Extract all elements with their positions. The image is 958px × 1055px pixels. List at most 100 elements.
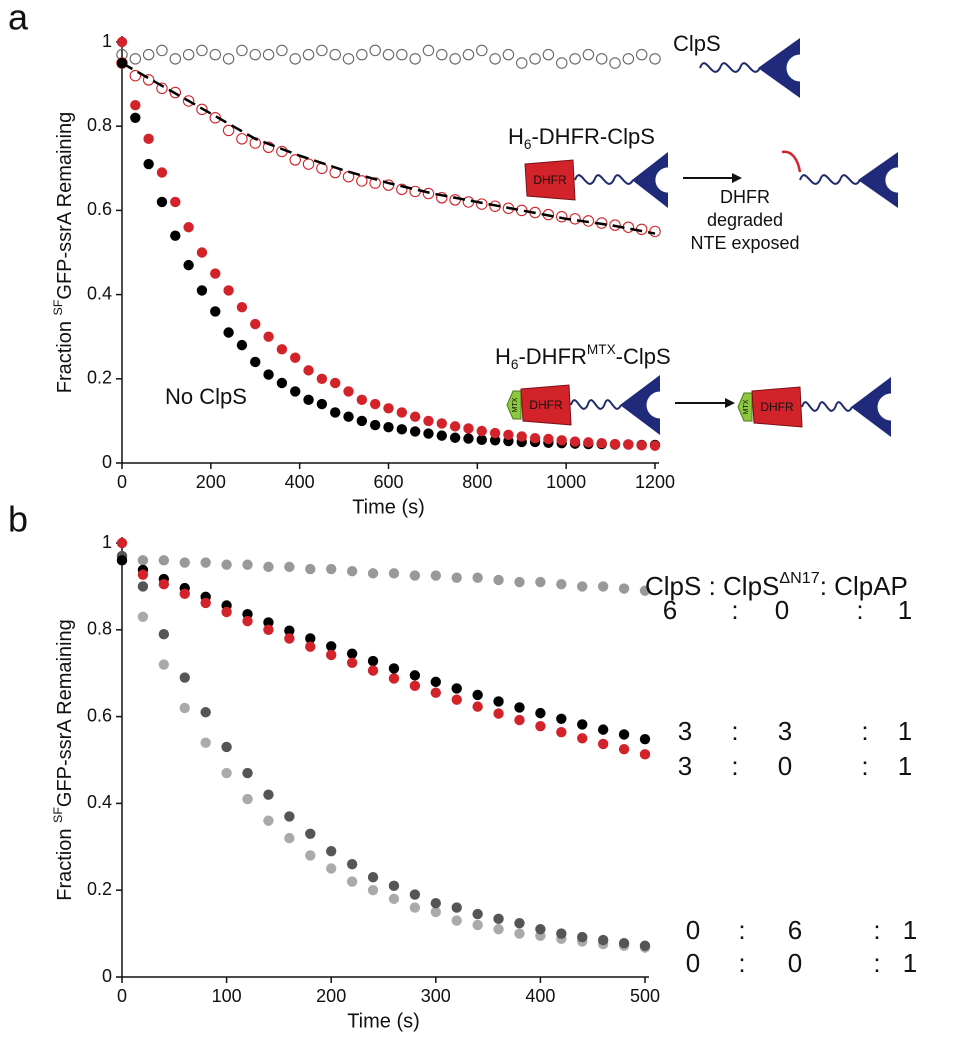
data-point — [316, 373, 328, 384]
dhfr-label: DHFR — [533, 173, 567, 187]
y-tick-label: 0.8 — [87, 115, 112, 135]
data-point — [451, 572, 462, 583]
data-point — [618, 743, 630, 755]
data-point — [263, 617, 274, 628]
data-point — [179, 672, 190, 683]
x-axis-title: Time (s) — [347, 1010, 420, 1032]
data-point — [289, 154, 301, 166]
data-point — [649, 440, 661, 451]
data-point — [242, 793, 253, 805]
x-tick-label: 500 — [630, 986, 660, 1006]
data-point — [369, 419, 381, 431]
data-point — [143, 158, 154, 170]
data-point — [346, 876, 358, 887]
data-point — [343, 386, 354, 397]
data-point — [422, 187, 435, 200]
data-point — [290, 352, 301, 363]
data-point — [502, 48, 515, 61]
data-point — [326, 863, 337, 874]
data-point — [409, 670, 421, 681]
x-tick-label: 200 — [316, 986, 346, 1006]
data-point — [346, 648, 358, 659]
data-point — [618, 729, 630, 740]
series-label: H6-DHFR-ClpS — [508, 124, 655, 152]
text-part: No ClpS — [165, 384, 247, 409]
data-point — [263, 815, 274, 826]
text-part: SF — [51, 807, 65, 823]
x-tick-label: 1000 — [546, 472, 586, 492]
data-point — [303, 394, 314, 406]
data-point — [449, 53, 461, 65]
data-point — [156, 44, 168, 57]
data-point — [316, 162, 328, 175]
ratio-separator: : — [731, 751, 738, 781]
text-part: H — [495, 344, 511, 369]
data-point — [472, 908, 483, 920]
data-point — [129, 69, 142, 82]
data-point — [209, 48, 222, 61]
data-point — [210, 306, 221, 317]
data-point — [383, 422, 394, 433]
ratio-value: 0 — [686, 915, 700, 945]
data-point — [343, 411, 354, 422]
data-point — [618, 937, 630, 949]
data-point — [582, 48, 595, 61]
clps-domain — [620, 375, 660, 435]
clps-notch — [786, 54, 814, 82]
clps-domain — [758, 38, 800, 98]
data-point — [222, 124, 235, 137]
data-point — [639, 940, 651, 951]
data-point — [263, 789, 274, 800]
ratio-value: 0 — [788, 948, 802, 978]
data-point — [130, 99, 141, 111]
y-tick-label: 0.2 — [87, 879, 112, 899]
y-tick-label: 1 — [102, 31, 112, 51]
mtx-hexagon — [737, 392, 753, 422]
data-point — [636, 440, 647, 451]
y-tick-label: 0.2 — [87, 368, 112, 388]
data-point — [535, 707, 546, 719]
data-point — [436, 430, 447, 441]
data-point — [396, 424, 408, 435]
mtx-label: MTX — [743, 399, 750, 414]
data-point — [409, 570, 421, 581]
data-point — [535, 720, 546, 732]
data-point — [305, 828, 316, 839]
data-point — [367, 885, 379, 896]
data-point — [129, 53, 142, 65]
data-point — [430, 687, 441, 698]
dhfr-box — [751, 386, 803, 428]
data-point — [284, 832, 295, 844]
data-point — [409, 902, 421, 913]
y-tick-label: 0.8 — [87, 619, 112, 639]
data-point — [329, 48, 341, 61]
data-point — [289, 53, 301, 65]
data-point — [529, 432, 541, 444]
y-tick-label: 0.4 — [87, 283, 112, 303]
ratio-separator: : — [873, 915, 880, 945]
data-point — [326, 563, 337, 575]
data-point — [493, 913, 504, 925]
data-point — [396, 183, 408, 196]
data-point — [326, 845, 337, 857]
dhfr-label: DHFR — [529, 398, 563, 412]
data-point — [236, 302, 248, 313]
ratio-separator: : — [856, 595, 863, 625]
data-point — [556, 713, 567, 724]
arrow-head — [725, 398, 735, 408]
data-point — [200, 707, 211, 718]
data-point — [436, 48, 448, 61]
linker — [570, 399, 622, 410]
data-point — [635, 48, 648, 61]
data-point — [221, 606, 232, 618]
data-point — [569, 213, 581, 225]
data-point — [577, 581, 588, 592]
data-point — [597, 738, 609, 750]
data-point — [514, 702, 525, 713]
ratio-separator: : — [731, 595, 738, 625]
data-point — [396, 407, 408, 418]
data-point — [116, 537, 128, 549]
data-point — [388, 568, 400, 579]
x-axis-title: Time (s) — [352, 496, 425, 518]
data-point — [577, 733, 588, 744]
